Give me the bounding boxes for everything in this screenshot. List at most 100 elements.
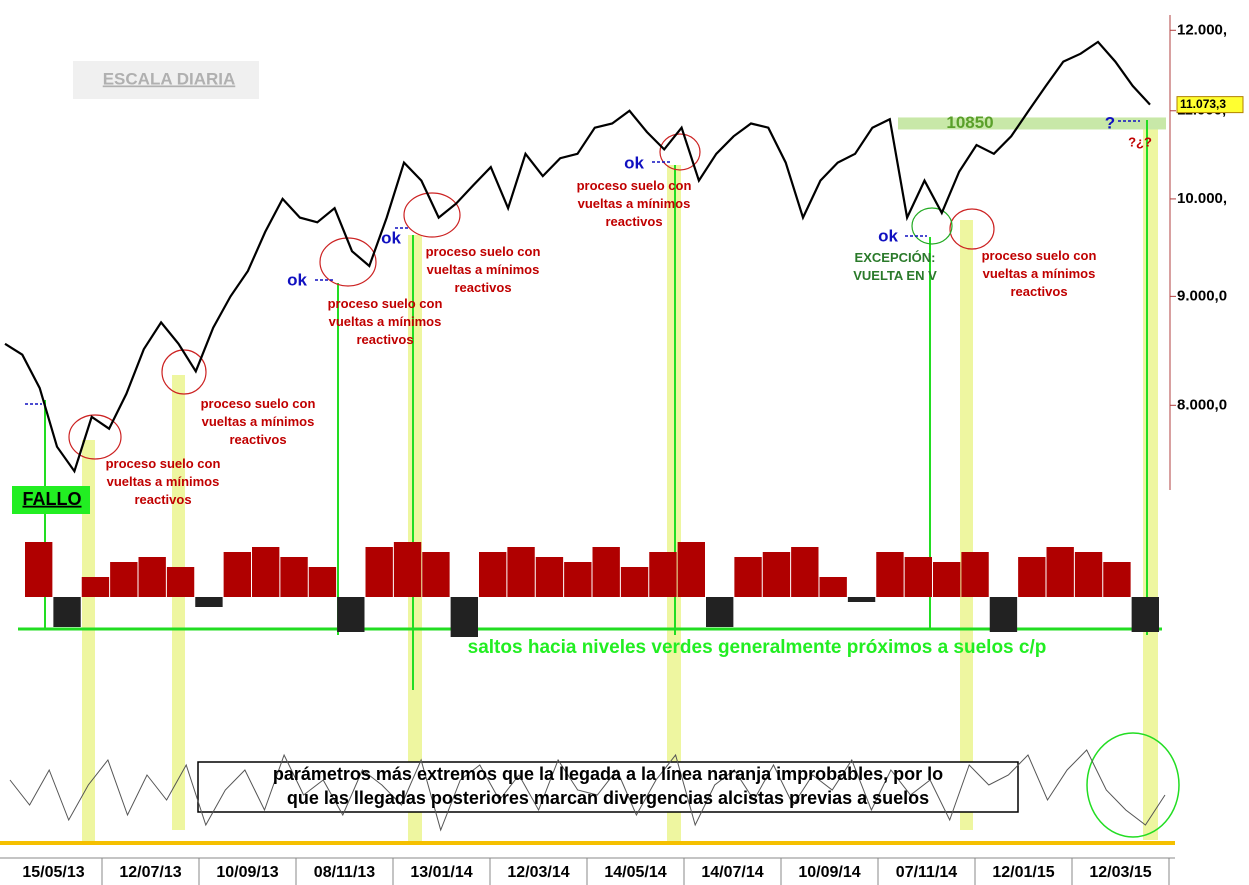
annotation: EXCEPCIÓN: VUELTA EN V [853,250,937,283]
fallo-label: FALLO [23,489,82,509]
x-tick-label: 12/01/15 [992,864,1054,881]
histogram-bar [1103,562,1131,597]
annotation: proceso suelo con vueltas a mínimos reacti… [201,396,316,447]
annotation-line: reactivos [134,492,191,507]
x-tick-label: 12/07/13 [119,864,181,881]
histogram-bar [223,552,251,597]
histogram-bar [337,597,365,632]
histogram-bar [479,552,507,597]
x-tick-label: 14/07/14 [701,864,763,881]
histogram-bar [592,547,620,597]
histogram-bar [762,552,791,597]
x-tick-label: 14/05/14 [604,864,666,881]
histogram-bar [535,557,564,597]
histogram-bar [450,597,478,637]
y-tick-label: 9.000,0 [1177,287,1227,304]
annotation-line: reactivos [1010,284,1067,299]
last-value-label: 11.073,3 [1180,97,1226,111]
histogram-bar [819,577,847,597]
x-tick-label: 07/11/14 [896,864,958,881]
annotation-line: proceso suelo con [201,396,316,411]
y-tick-label: 10.000, [1177,190,1227,207]
histogram-bar [195,597,223,607]
histogram-bar [280,557,308,597]
histogram-bar [734,557,762,597]
scale-label: ESCALA DIARIA [103,69,236,88]
histogram-bar [649,552,677,597]
histogram-bar [620,567,649,597]
x-tick-label: 10/09/14 [798,864,860,881]
annotation-line: vueltas a mínimos [107,474,220,489]
arrows [25,120,1140,405]
oscillator-circle [1086,732,1180,838]
annotation-line: vueltas a mínimos [329,314,442,329]
annotation-line: reactivos [454,280,511,295]
histogram-bar [308,567,337,597]
histogram-bar [1018,557,1046,597]
annotation: proceso suelo con vueltas a mínimos reacti… [426,244,541,295]
annotation-line: EXCEPCIÓN: [855,250,936,265]
histogram-bar [1131,597,1159,632]
histogram-bar [847,597,876,602]
y-tick-label: 12.000, [1177,21,1227,38]
x-axis-band [0,858,1249,885]
annotation-line: vueltas a mínimos [427,262,540,277]
annotation: proceso suelo con vueltas a mínimos reacti… [577,178,692,229]
annotation-line: proceso suelo con [426,244,541,259]
histogram-bar [110,562,138,597]
x-tick-label: 12/03/14 [507,864,569,881]
histogram-bar [138,557,166,597]
annotation: proceso suelo con vueltas a mínimos reacti… [106,456,221,507]
annotation-line: reactivos [229,432,286,447]
annotation-line: vueltas a mínimos [202,414,315,429]
x-tick-label: 13/01/14 [410,864,472,881]
fallo-box [12,486,90,514]
histogram-bar [166,567,195,597]
x-tick-label: 10/09/13 [216,864,278,881]
annotation: proceso suelo con vueltas a mínimos reacti… [982,248,1097,299]
box-note-line: que las llegadas posteriores marcan dive… [287,788,929,808]
histogram-bar [25,542,53,597]
y-tick-label: 8.000,0 [1177,396,1227,413]
note-box [197,761,1019,813]
box-note: parámetros más extremos que la llegada a… [273,764,943,808]
histogram-bar [876,552,904,597]
price-line [4,40,1151,474]
circles [68,133,995,460]
histogram-bar [81,577,110,597]
histogram-bar [1074,552,1103,597]
histogram-bar [365,547,393,597]
annotation-line: VUELTA EN V [853,268,937,283]
histogram-bar [564,562,592,597]
question: ? [1105,113,1115,132]
scale-box [73,61,259,99]
histogram-bar [933,562,961,597]
histogram-bar [904,557,932,597]
histogram-bar [791,547,819,597]
histogram-bar [1046,547,1074,597]
box-note-line: parámetros más extremos que la llegada a… [273,764,943,784]
ok-label: ok [287,270,307,289]
x-tick-label: 12/03/15 [1089,864,1151,881]
annotation-line: proceso suelo con [577,178,692,193]
histogram-bar [422,552,450,597]
x-tick-label: 15/05/13 [22,864,84,881]
annotation-line: vueltas a mínimos [983,266,1096,281]
jumps-note: saltos hacia niveles verdes generalmente… [468,637,1047,658]
ok-label: ok [381,228,401,247]
annotation-line: reactivos [605,214,662,229]
annotation-line: proceso suelo con [982,248,1097,263]
question2: ?¿? [1128,134,1152,149]
last-value-box [1176,96,1244,114]
histogram-bar [961,552,989,597]
annotation-line: proceso suelo con [106,456,221,471]
annotation-line: vueltas a mínimos [578,196,691,211]
x-tick-label: 08/11/13 [314,864,376,881]
ok-label: ok [624,153,644,172]
histogram-bar [53,597,81,627]
histogram-bar [706,597,734,627]
annotation-line: proceso suelo con [328,296,443,311]
histogram-bar [507,547,535,597]
histogram-bar [252,547,280,597]
